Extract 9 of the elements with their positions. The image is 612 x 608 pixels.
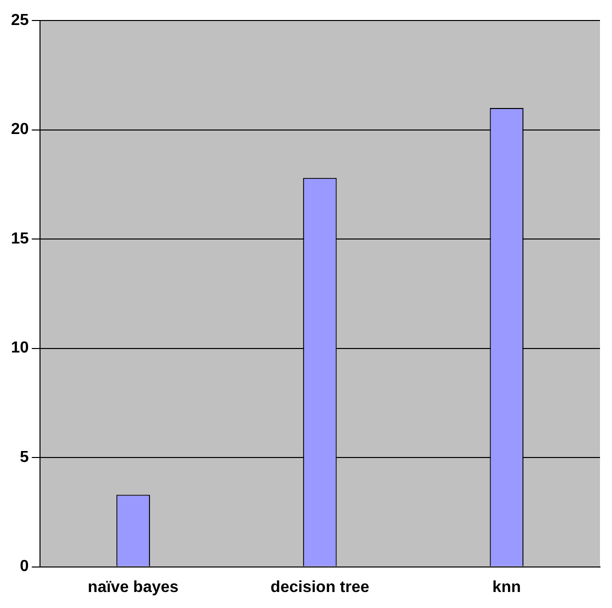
x-tick-label: decision tree (270, 578, 370, 596)
y-tick-label: 0 (20, 558, 29, 576)
x-tick-label: naïve bayes (88, 578, 179, 596)
y-tick-label: 25 (11, 12, 29, 30)
y-tick-label: 5 (20, 448, 29, 466)
y-tick-label: 15 (11, 230, 29, 248)
y-tick-label: 20 (11, 121, 29, 138)
x-tick-label: knn (492, 578, 521, 596)
y-tick-label: 10 (11, 340, 29, 357)
